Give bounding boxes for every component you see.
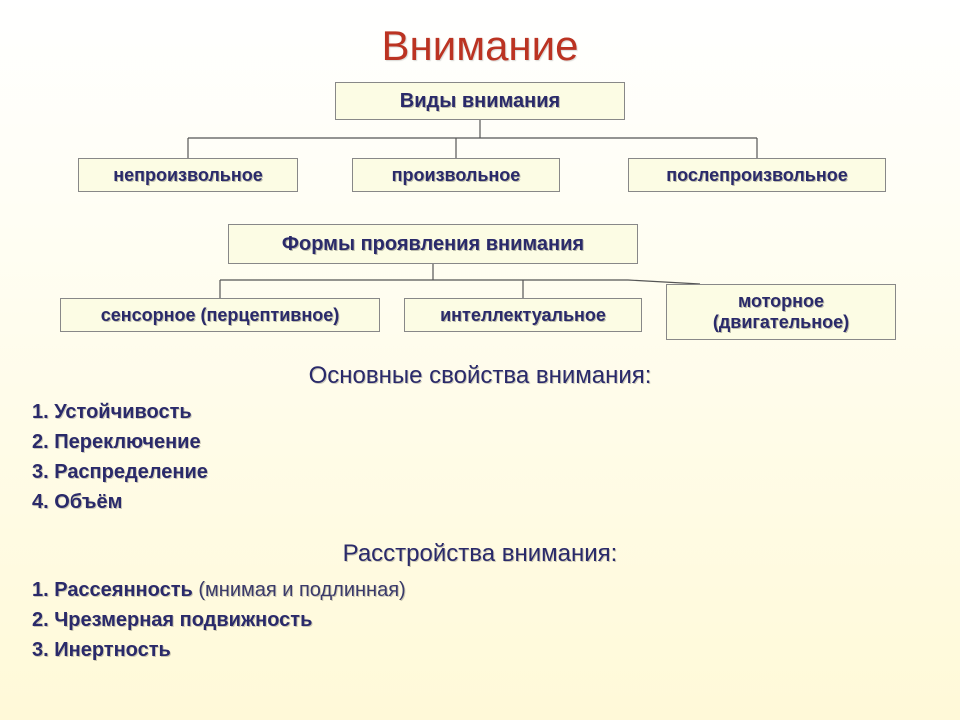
- section1-heading: Основные свойства внимания:: [0, 362, 960, 390]
- list-item: 4. Объём: [32, 488, 208, 516]
- tree2-child-1: интеллектуальное: [404, 298, 642, 332]
- tree2-child-0: сенсорное (перцептивное): [60, 298, 380, 332]
- list-item: 1. Рассеянность (мнимая и подлинная): [32, 576, 406, 604]
- section2-heading: Расстройства внимания:: [0, 540, 960, 568]
- tree1-child-2: послепроизвольное: [628, 158, 886, 192]
- tree1-child-0: непроизвольное: [78, 158, 298, 192]
- list-item: 3. Распределение: [32, 458, 208, 486]
- tree1-root: Виды внимания: [335, 82, 625, 120]
- list-item-sub: (мнимая и подлинная): [198, 579, 405, 601]
- page-title: Внимание: [0, 22, 960, 70]
- slide: Внимание Виды внимания непроизвольное пр…: [0, 0, 960, 720]
- list-item: 1. Устойчивость: [32, 398, 208, 426]
- list-item: 2. Переключение: [32, 428, 208, 456]
- list-item: 2. Чрезмерная подвижность: [32, 606, 406, 634]
- tree2-child-2: моторное (двигательное): [666, 284, 896, 340]
- tree2-root: Формы проявления внимания: [228, 224, 638, 264]
- tree1-child-1: произвольное: [352, 158, 560, 192]
- section1-list: 1. Устойчивость 2. Переключение 3. Распр…: [32, 396, 208, 518]
- section2-list: 1. Рассеянность (мнимая и подлинная)2. Ч…: [32, 574, 406, 666]
- list-item: 3. Инертность: [32, 636, 406, 664]
